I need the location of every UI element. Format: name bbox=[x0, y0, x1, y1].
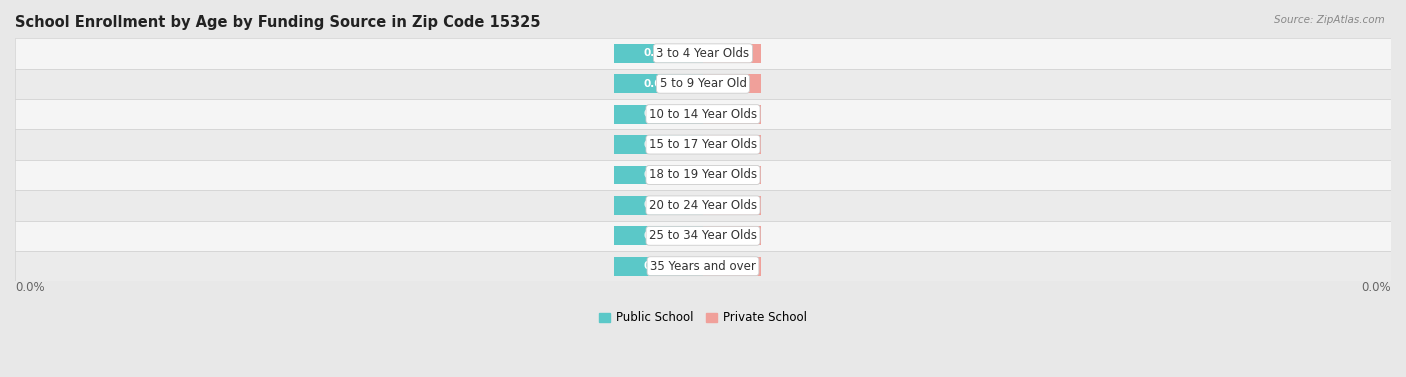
Text: 0.0%: 0.0% bbox=[644, 231, 673, 241]
Text: 0.0%: 0.0% bbox=[644, 79, 673, 89]
Text: 25 to 34 Year Olds: 25 to 34 Year Olds bbox=[650, 229, 756, 242]
Text: 0.0%: 0.0% bbox=[717, 109, 747, 119]
Bar bbox=[15, 251, 1391, 281]
Bar bbox=[613, 105, 703, 124]
Bar bbox=[703, 257, 762, 276]
Text: 0.0%: 0.0% bbox=[717, 79, 747, 89]
Bar bbox=[703, 105, 762, 124]
Text: 0.0%: 0.0% bbox=[717, 231, 747, 241]
Bar bbox=[703, 74, 762, 93]
Text: 18 to 19 Year Olds: 18 to 19 Year Olds bbox=[650, 169, 756, 181]
Text: 0.0%: 0.0% bbox=[717, 139, 747, 150]
Text: 10 to 14 Year Olds: 10 to 14 Year Olds bbox=[650, 108, 756, 121]
Bar bbox=[703, 135, 762, 154]
Bar bbox=[703, 196, 762, 215]
Bar bbox=[15, 160, 1391, 190]
Text: 20 to 24 Year Olds: 20 to 24 Year Olds bbox=[650, 199, 756, 212]
Text: 0.0%: 0.0% bbox=[644, 201, 673, 210]
Text: 0.0%: 0.0% bbox=[644, 139, 673, 150]
Bar bbox=[613, 226, 703, 245]
Bar bbox=[613, 257, 703, 276]
Text: 0.0%: 0.0% bbox=[644, 261, 673, 271]
Bar bbox=[703, 166, 762, 184]
Text: Source: ZipAtlas.com: Source: ZipAtlas.com bbox=[1274, 15, 1385, 25]
Bar bbox=[15, 99, 1391, 129]
Bar bbox=[613, 196, 703, 215]
Text: 3 to 4 Year Olds: 3 to 4 Year Olds bbox=[657, 47, 749, 60]
Legend: Public School, Private School: Public School, Private School bbox=[593, 307, 813, 329]
Bar bbox=[703, 226, 762, 245]
Bar bbox=[15, 129, 1391, 160]
Text: 0.0%: 0.0% bbox=[717, 201, 747, 210]
Text: 0.0%: 0.0% bbox=[15, 281, 45, 294]
Text: 0.0%: 0.0% bbox=[644, 109, 673, 119]
Bar bbox=[613, 135, 703, 154]
Text: School Enrollment by Age by Funding Source in Zip Code 15325: School Enrollment by Age by Funding Sour… bbox=[15, 15, 540, 30]
Text: 0.0%: 0.0% bbox=[1361, 281, 1391, 294]
Bar bbox=[613, 166, 703, 184]
Text: 0.0%: 0.0% bbox=[644, 48, 673, 58]
Text: 0.0%: 0.0% bbox=[717, 261, 747, 271]
Bar bbox=[703, 44, 762, 63]
Bar bbox=[613, 74, 703, 93]
Bar bbox=[15, 69, 1391, 99]
Bar bbox=[15, 38, 1391, 69]
Text: 0.0%: 0.0% bbox=[644, 170, 673, 180]
Text: 0.0%: 0.0% bbox=[717, 170, 747, 180]
Text: 15 to 17 Year Olds: 15 to 17 Year Olds bbox=[650, 138, 756, 151]
Bar bbox=[613, 44, 703, 63]
Text: 5 to 9 Year Old: 5 to 9 Year Old bbox=[659, 77, 747, 90]
Text: 0.0%: 0.0% bbox=[717, 48, 747, 58]
Text: 35 Years and over: 35 Years and over bbox=[650, 260, 756, 273]
Bar bbox=[15, 221, 1391, 251]
Bar bbox=[15, 190, 1391, 221]
